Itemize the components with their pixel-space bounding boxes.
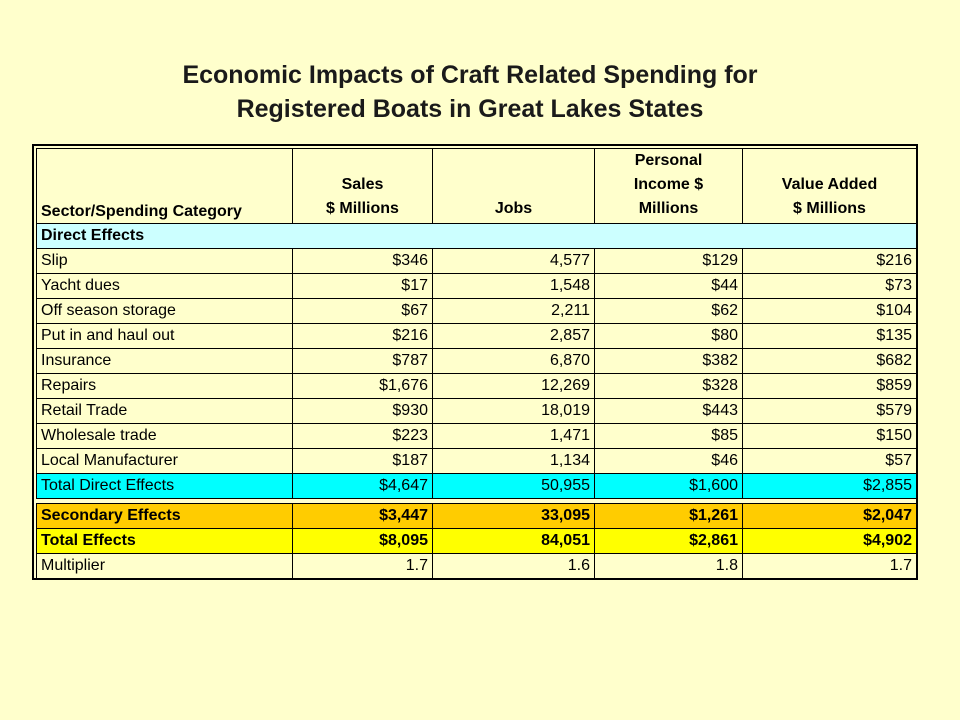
total-jobs: 84,051 bbox=[432, 528, 595, 554]
cell-income: $129 bbox=[594, 248, 743, 274]
total-effects-row: Total Effects $8,095 84,051 $2,861 $4,90… bbox=[36, 528, 917, 554]
cell-income: $46 bbox=[594, 448, 743, 474]
header-sales: Sales $ Millions bbox=[292, 148, 433, 224]
table-row: Slip $346 4,577 $129 $216 bbox=[36, 248, 917, 274]
multiplier-income: 1.8 bbox=[594, 553, 743, 579]
total-direct-row: Total Direct Effects $4,647 50,955 $1,60… bbox=[36, 473, 917, 499]
cell-value: $57 bbox=[742, 448, 917, 474]
direct-effects-label: Direct Effects bbox=[36, 223, 917, 249]
cell-jobs: 1,471 bbox=[432, 423, 595, 449]
cell-category: Wholesale trade bbox=[36, 423, 293, 449]
header-income: Personal Income $ Millions bbox=[594, 148, 743, 224]
multiplier-sales: 1.7 bbox=[292, 553, 433, 579]
header-income-line-1: Personal bbox=[634, 152, 703, 169]
cell-sales: $187 bbox=[292, 448, 433, 474]
header-sales-line-2: $ Millions bbox=[326, 200, 399, 217]
cell-value: $150 bbox=[742, 423, 917, 449]
title-line-1: Economic Impacts of Craft Related Spendi… bbox=[182, 61, 758, 89]
total-direct-sales: $4,647 bbox=[292, 473, 433, 499]
cell-jobs: 4,577 bbox=[432, 248, 595, 274]
cell-category: Retail Trade bbox=[36, 398, 293, 424]
secondary-effects-row: Secondary Effects $3,447 33,095 $1,261 $… bbox=[36, 503, 917, 529]
multiplier-jobs: 1.6 bbox=[432, 553, 595, 579]
header-income-line-3: Millions bbox=[638, 200, 699, 217]
multiplier-row: Multiplier 1.7 1.6 1.8 1.7 bbox=[36, 553, 917, 579]
multiplier-value: 1.7 bbox=[742, 553, 917, 579]
multiplier-category: Multiplier bbox=[36, 553, 293, 579]
cell-value: $73 bbox=[742, 273, 917, 299]
cell-value: $682 bbox=[742, 348, 917, 374]
page-title: Economic Impacts of Craft Related Spendi… bbox=[0, 58, 940, 126]
header-value-added: Value Added $ Millions bbox=[742, 148, 917, 224]
cell-value: $104 bbox=[742, 298, 917, 324]
table-row: Local Manufacturer $187 1,134 $46 $57 bbox=[36, 448, 917, 474]
cell-income: $85 bbox=[594, 423, 743, 449]
cell-value: $859 bbox=[742, 373, 917, 399]
cell-category: Put in and haul out bbox=[36, 323, 293, 349]
cell-sales: $787 bbox=[292, 348, 433, 374]
cell-income: $62 bbox=[594, 298, 743, 324]
cell-income: $80 bbox=[594, 323, 743, 349]
header-category: Sector/Spending Category bbox=[36, 148, 293, 224]
header-income-line-2: Income $ bbox=[633, 176, 704, 193]
total-direct-income: $1,600 bbox=[594, 473, 743, 499]
table-row: Repairs $1,676 12,269 $328 $859 bbox=[36, 373, 917, 399]
title-line-2: Registered Boats in Great Lakes States bbox=[236, 95, 704, 123]
cell-sales: $1,676 bbox=[292, 373, 433, 399]
cell-jobs: 2,857 bbox=[432, 323, 595, 349]
cell-sales: $223 bbox=[292, 423, 433, 449]
secondary-sales: $3,447 bbox=[292, 503, 433, 529]
table-row: Yacht dues $17 1,548 $44 $73 bbox=[36, 273, 917, 299]
table-row: Put in and haul out $216 2,857 $80 $135 bbox=[36, 323, 917, 349]
table-row: Wholesale trade $223 1,471 $85 $150 bbox=[36, 423, 917, 449]
table-row: Off season storage $67 2,211 $62 $104 bbox=[36, 298, 917, 324]
total-value: $4,902 bbox=[742, 528, 917, 554]
header-row: Sector/Spending Category Sales $ Million… bbox=[36, 148, 917, 224]
secondary-category: Secondary Effects bbox=[36, 503, 293, 529]
cell-sales: $930 bbox=[292, 398, 433, 424]
secondary-value: $2,047 bbox=[742, 503, 917, 529]
cell-category: Local Manufacturer bbox=[36, 448, 293, 474]
direct-effects-header-row: Direct Effects bbox=[36, 223, 917, 249]
cell-jobs: 1,134 bbox=[432, 448, 595, 474]
total-category: Total Effects bbox=[36, 528, 293, 554]
header-jobs: Jobs bbox=[432, 148, 595, 224]
cell-category: Off season storage bbox=[36, 298, 293, 324]
cell-sales: $346 bbox=[292, 248, 433, 274]
cell-category: Yacht dues bbox=[36, 273, 293, 299]
cell-value: $579 bbox=[742, 398, 917, 424]
cell-category: Insurance bbox=[36, 348, 293, 374]
cell-jobs: 12,269 bbox=[432, 373, 595, 399]
cell-jobs: 2,211 bbox=[432, 298, 595, 324]
total-direct-jobs: 50,955 bbox=[432, 473, 595, 499]
total-direct-category: Total Direct Effects bbox=[36, 473, 293, 499]
cell-value: $135 bbox=[742, 323, 917, 349]
cell-value: $216 bbox=[742, 248, 917, 274]
cell-income: $443 bbox=[594, 398, 743, 424]
impacts-table-frame: Sector/Spending Category Sales $ Million… bbox=[32, 144, 918, 580]
cell-jobs: 6,870 bbox=[432, 348, 595, 374]
secondary-jobs: 33,095 bbox=[432, 503, 595, 529]
impacts-table: Sector/Spending Category Sales $ Million… bbox=[36, 148, 917, 579]
cell-category: Slip bbox=[36, 248, 293, 274]
total-income: $2,861 bbox=[594, 528, 743, 554]
secondary-income: $1,261 bbox=[594, 503, 743, 529]
cell-income: $328 bbox=[594, 373, 743, 399]
header-sales-line-1: Sales bbox=[341, 176, 384, 193]
cell-income: $382 bbox=[594, 348, 743, 374]
cell-sales: $67 bbox=[292, 298, 433, 324]
table-row: Insurance $787 6,870 $382 $682 bbox=[36, 348, 917, 374]
cell-sales: $17 bbox=[292, 273, 433, 299]
cell-jobs: 1,548 bbox=[432, 273, 595, 299]
table-row: Retail Trade $930 18,019 $443 $579 bbox=[36, 398, 917, 424]
total-direct-value: $2,855 bbox=[742, 473, 917, 499]
cell-sales: $216 bbox=[292, 323, 433, 349]
cell-category: Repairs bbox=[36, 373, 293, 399]
header-value-line-1: Value Added bbox=[781, 176, 878, 193]
total-sales: $8,095 bbox=[292, 528, 433, 554]
header-value-line-2: $ Millions bbox=[793, 200, 866, 217]
cell-jobs: 18,019 bbox=[432, 398, 595, 424]
cell-income: $44 bbox=[594, 273, 743, 299]
